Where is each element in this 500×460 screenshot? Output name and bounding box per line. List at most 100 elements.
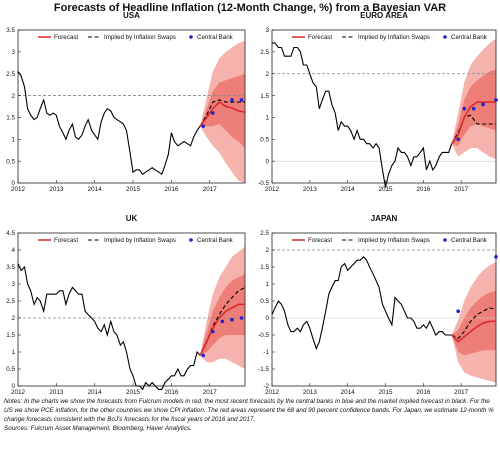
y-tick-label: 3.5: [6, 264, 15, 271]
y-tick-label: -2: [263, 383, 269, 390]
chart-panel-1: USA 0 0.5 1 1.5 2 2.5 3 3.5 2012 2013 2014 2015 2016 2…: [6, 11, 246, 193]
legend-swaps-label: Implied by Inflation Swaps: [358, 34, 430, 41]
legend-forecast-label: Forecast: [308, 34, 332, 41]
y-tick-label: 3: [11, 281, 15, 288]
y-tick-label: 4.5: [6, 230, 15, 237]
central-bank-point: [201, 353, 206, 358]
x-tick-label: 2013: [49, 389, 64, 396]
panel-title: USA: [123, 11, 140, 20]
legend: Forecast Implied by Inflation Swaps Centra…: [292, 34, 488, 41]
x-tick-label: 2016: [416, 186, 431, 193]
central-bank-point: [230, 98, 234, 102]
y-tick-label: 2.5: [6, 71, 15, 78]
x-tick-label: 2014: [341, 186, 356, 193]
central-bank-point: [456, 309, 460, 314]
sources-text: Sources: Fulcrum Asset Management, Bloom…: [4, 424, 192, 432]
x-tick-label: 2013: [49, 186, 64, 193]
legend-central-bank-swatch: [443, 35, 447, 39]
central-bank-point: [230, 317, 234, 322]
band-68-percent: [200, 73, 245, 148]
y-tick-label: 1: [11, 349, 15, 356]
x-tick-label: 2014: [88, 389, 103, 396]
x-tick-label: 2016: [164, 389, 179, 396]
legend-central-bank-swatch: [189, 238, 193, 242]
central-bank-point: [239, 98, 244, 102]
x-tick-label: 2014: [88, 186, 103, 193]
notes-text: Notes: In the charts we show the forecas…: [4, 398, 494, 423]
legend: Forecast Implied by Inflation Swaps Centra…: [292, 237, 488, 244]
panel-title: EURO AREA: [360, 11, 408, 20]
x-tick-label: 2012: [265, 186, 280, 193]
legend: Forecast Implied by Inflation Swaps Centra…: [38, 34, 234, 41]
legend-swaps-label: Implied by Inflation Swaps: [104, 34, 176, 41]
x-tick-label: 2013: [303, 389, 318, 396]
series-forecast-line: [451, 101, 496, 145]
central-bank-point: [471, 106, 476, 111]
series-forecast-line: [199, 101, 246, 127]
y-tick-label: 4: [11, 247, 15, 254]
y-tick-label: 2.5: [260, 230, 269, 237]
central-bank-point: [494, 98, 498, 102]
y-tick-label: 2: [11, 93, 15, 100]
x-tick-label: 2012: [11, 389, 26, 396]
legend-central-bank-swatch: [443, 238, 447, 242]
y-tick-label: 1.5: [6, 115, 15, 122]
y-tick-label: 0: [265, 315, 269, 322]
y-tick-label: 1: [265, 281, 269, 288]
legend-swaps-label: Implied by Inflation Swaps: [358, 237, 430, 244]
x-tick-label: 2017: [454, 186, 469, 193]
y-tick-label: 1.5: [6, 332, 15, 339]
legend-forecast-label: Forecast: [308, 237, 332, 244]
panel-title: UK: [126, 214, 138, 223]
x-tick-label: 2015: [126, 186, 141, 193]
y-tick-label: 2.5: [6, 298, 15, 305]
series-actual-line: [17, 71, 201, 176]
y-tick-label: 0.5: [6, 366, 15, 373]
y-tick-label: 2: [265, 71, 269, 78]
notes-block: Notes: In the charts we show the forecas…: [4, 398, 496, 434]
y-tick-label: 2.5: [260, 49, 269, 56]
series-forecast-line: [451, 320, 496, 343]
y-tick-label: 2: [11, 315, 15, 322]
x-tick-label: 2012: [11, 186, 26, 193]
y-tick-label: 1.5: [260, 264, 269, 271]
y-tick-label: 2: [265, 247, 269, 254]
chart-panel-4: JAPAN -2 -1.5 -1 -0.5 0 0.5 1 1.5 2 2.5 2012 2013 201…: [258, 214, 498, 396]
figure-title: Forecasts of Headline Inflation (12-Mont…: [53, 2, 447, 14]
x-tick-label: 2016: [164, 186, 179, 193]
central-bank-point: [481, 102, 485, 107]
y-tick-label: 0: [265, 158, 269, 165]
legend: Forecast Implied by Inflation Swaps Centra…: [38, 237, 234, 244]
y-tick-label: 1.5: [260, 93, 269, 100]
legend-forecast-label: Forecast: [54, 34, 78, 41]
series-forecast-line: [199, 303, 245, 356]
chart-panel-2: EURO AREA -0.5 0 0.5 1 1.5 2 2.5 3 2012 2013 2014 20…: [258, 11, 498, 193]
y-tick-label: 3: [11, 49, 15, 56]
y-tick-label: 3.5: [6, 27, 15, 34]
y-tick-label: 3: [265, 27, 269, 34]
y-tick-label: -0.5: [258, 180, 269, 187]
chart-panel-3: UK 0 0.5 1 1.5 2 2.5 3 3.5 4 4.5 2012 2013 2014 2015 20…: [6, 214, 246, 396]
x-tick-label: 2016: [416, 389, 431, 396]
legend-forecast-label: Forecast: [54, 237, 78, 244]
central-bank-point: [210, 111, 215, 115]
legend-swaps-label: Implied by Inflation Swaps: [104, 237, 176, 244]
central-bank-point: [456, 137, 460, 142]
y-tick-label: -0.5: [258, 332, 269, 339]
series-swaps-line: [199, 99, 245, 127]
central-bank-point: [239, 316, 244, 320]
legend-central-bank-swatch: [189, 35, 193, 39]
x-tick-label: 2014: [341, 389, 356, 396]
series-actual-line: [17, 263, 201, 391]
x-tick-label: 2017: [203, 389, 218, 396]
x-tick-label: 2015: [379, 389, 394, 396]
legend-central-bank-label: Central Bank: [451, 34, 488, 41]
plot-frame: [17, 29, 246, 184]
central-bank-point: [494, 254, 498, 259]
series-swaps-line: [199, 286, 246, 356]
central-bank-point: [220, 319, 225, 324]
y-tick-label: 1: [11, 136, 15, 143]
y-tick-label: 0.5: [260, 136, 269, 143]
x-tick-label: 2013: [303, 186, 318, 193]
